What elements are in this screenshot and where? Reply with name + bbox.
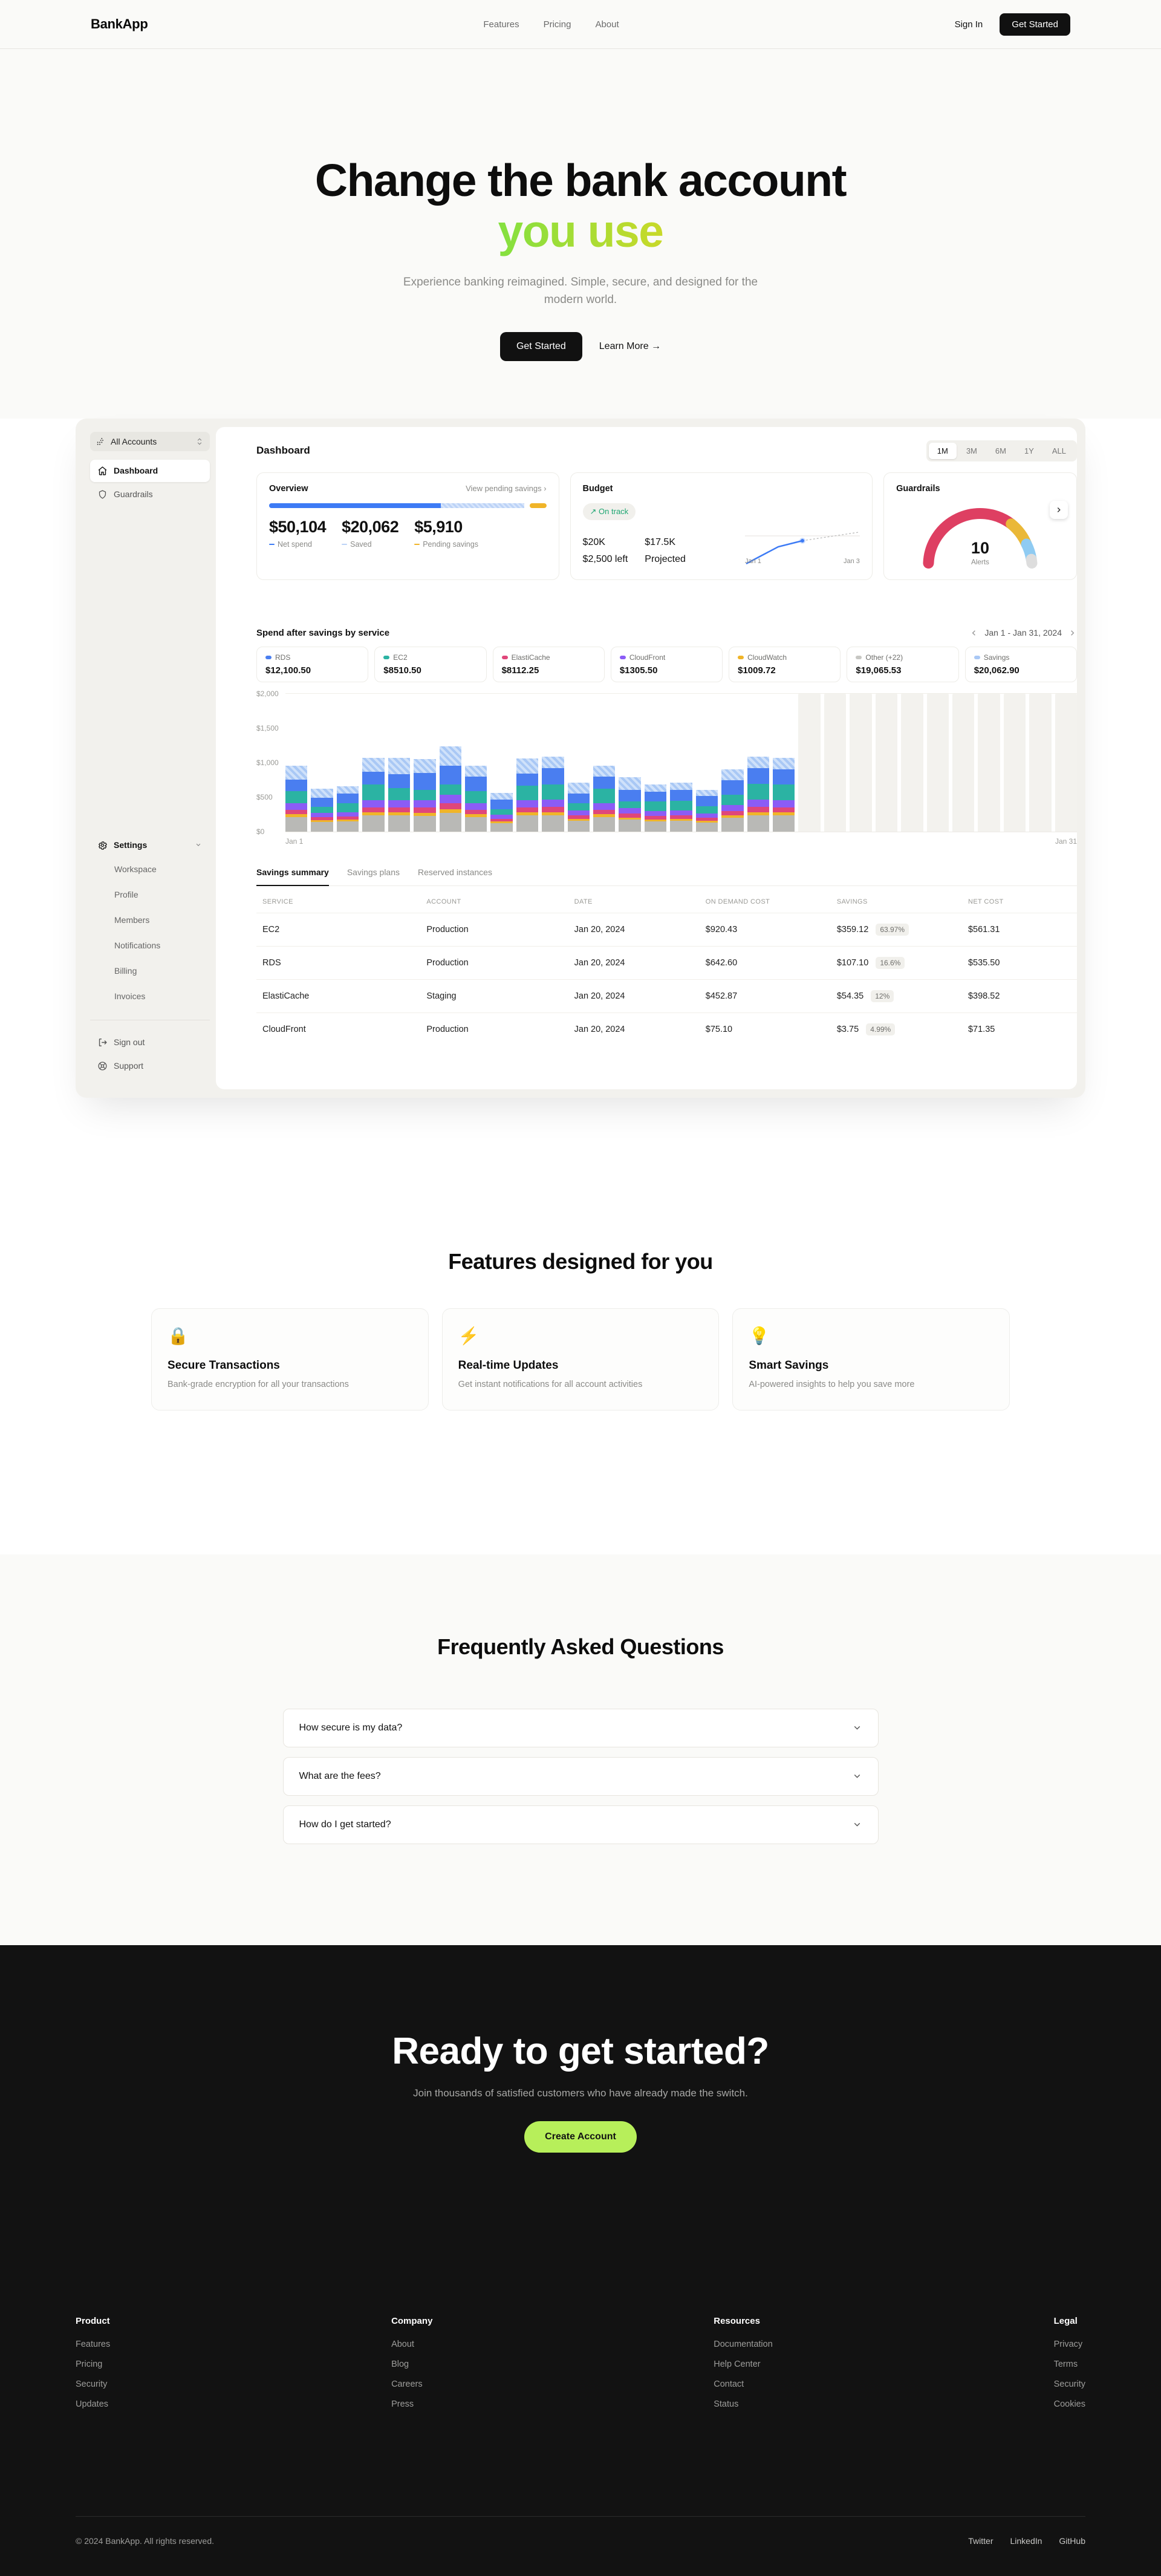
svg-text:Jan 31: Jan 31 xyxy=(844,558,860,565)
svg-text:10: 10 xyxy=(971,539,989,557)
svg-text:Jan 1: Jan 1 xyxy=(745,558,761,565)
svg-text:Alerts: Alerts xyxy=(971,558,989,566)
